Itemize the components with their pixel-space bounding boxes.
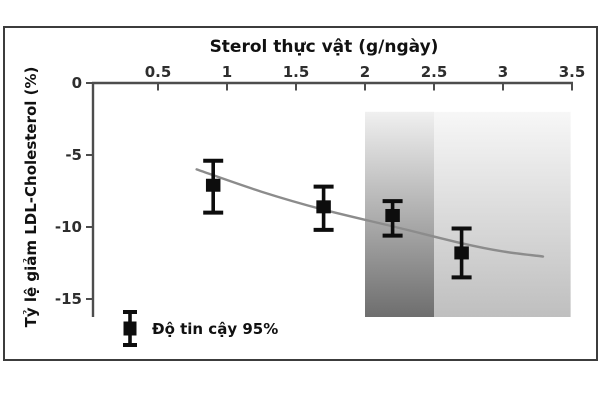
y-axis-label: Tỷ lệ giảm LDL-Cholesterol (%) (22, 67, 40, 328)
x-axis-ticks: 0.5 1 1.5 2 2.5 3 3.5 (145, 63, 586, 91)
trend-curve-path (195, 168, 545, 258)
axes (91, 81, 573, 317)
legend: Độ tin cậy 95% (123, 310, 278, 347)
legend-error-bar (123, 310, 137, 347)
y-tick-label: 0 (72, 74, 82, 92)
data-point (382, 199, 403, 238)
y-tick-label: -15 (55, 290, 82, 308)
data-point (203, 158, 224, 215)
x-tick-label: 3.5 (559, 63, 586, 81)
x-tick-label: 0.5 (145, 63, 172, 81)
point-marker (385, 208, 400, 222)
data-point (313, 184, 334, 232)
legend-label: Độ tin cậy 95% (152, 320, 278, 338)
shaded-bands (365, 111, 571, 317)
point-marker (316, 200, 331, 214)
y-tick-label: -10 (55, 218, 82, 236)
point-marker (205, 178, 221, 192)
x-tick-label: 1.5 (283, 63, 310, 81)
shaded-band (434, 111, 571, 317)
point-marker (454, 246, 469, 260)
y-axis-ticks: 0 -5 -10 -15 (55, 74, 93, 308)
data-point (451, 226, 472, 280)
x-tick-label: 2.5 (421, 63, 448, 81)
x-tick-label: 2 (360, 63, 370, 81)
figure-frame (3, 26, 598, 361)
y-tick-label: -5 (65, 146, 82, 164)
data-points (203, 158, 472, 280)
x-tick-label: 3 (498, 63, 508, 81)
x-tick-label: 1 (222, 63, 232, 81)
x-axis-title: Sterol thực vật (g/ngày) (210, 37, 439, 57)
trend-curve (195, 168, 545, 258)
point-marker (123, 321, 137, 336)
error-bar-legend-icon (123, 310, 137, 347)
